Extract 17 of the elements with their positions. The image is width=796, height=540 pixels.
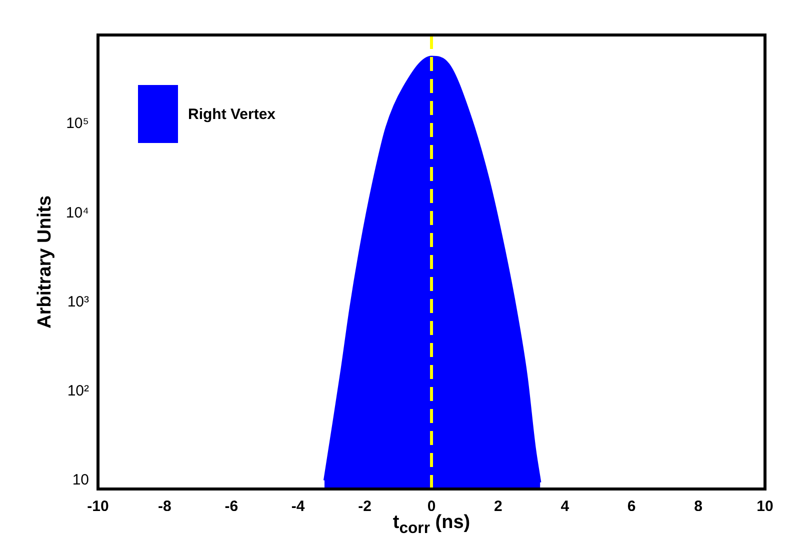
- y-axis-title: Arbitrary Units: [34, 195, 56, 329]
- x-tick-label: -4: [291, 498, 306, 516]
- x-tick-label: -6: [224, 498, 238, 516]
- y-tick-label: 10³: [67, 293, 89, 310]
- x-tick-label: 4: [560, 498, 570, 516]
- x-tick-label: 8: [694, 498, 702, 516]
- y-tick-label: 10: [72, 472, 89, 489]
- y-tick-label: 10²: [67, 382, 89, 400]
- y-tick-label: 10⁵: [66, 115, 89, 132]
- x-tick-label: -2: [358, 498, 372, 516]
- x-tick-label: -8: [158, 498, 172, 516]
- x-tick-label: 10: [756, 498, 774, 516]
- y-tick-label: 10⁴: [66, 204, 89, 222]
- x-tick-label: 6: [627, 498, 636, 516]
- x-tick-label: 2: [494, 498, 502, 516]
- x-tick-label: -10: [87, 498, 109, 516]
- text: Right Vertex: [188, 106, 276, 122]
